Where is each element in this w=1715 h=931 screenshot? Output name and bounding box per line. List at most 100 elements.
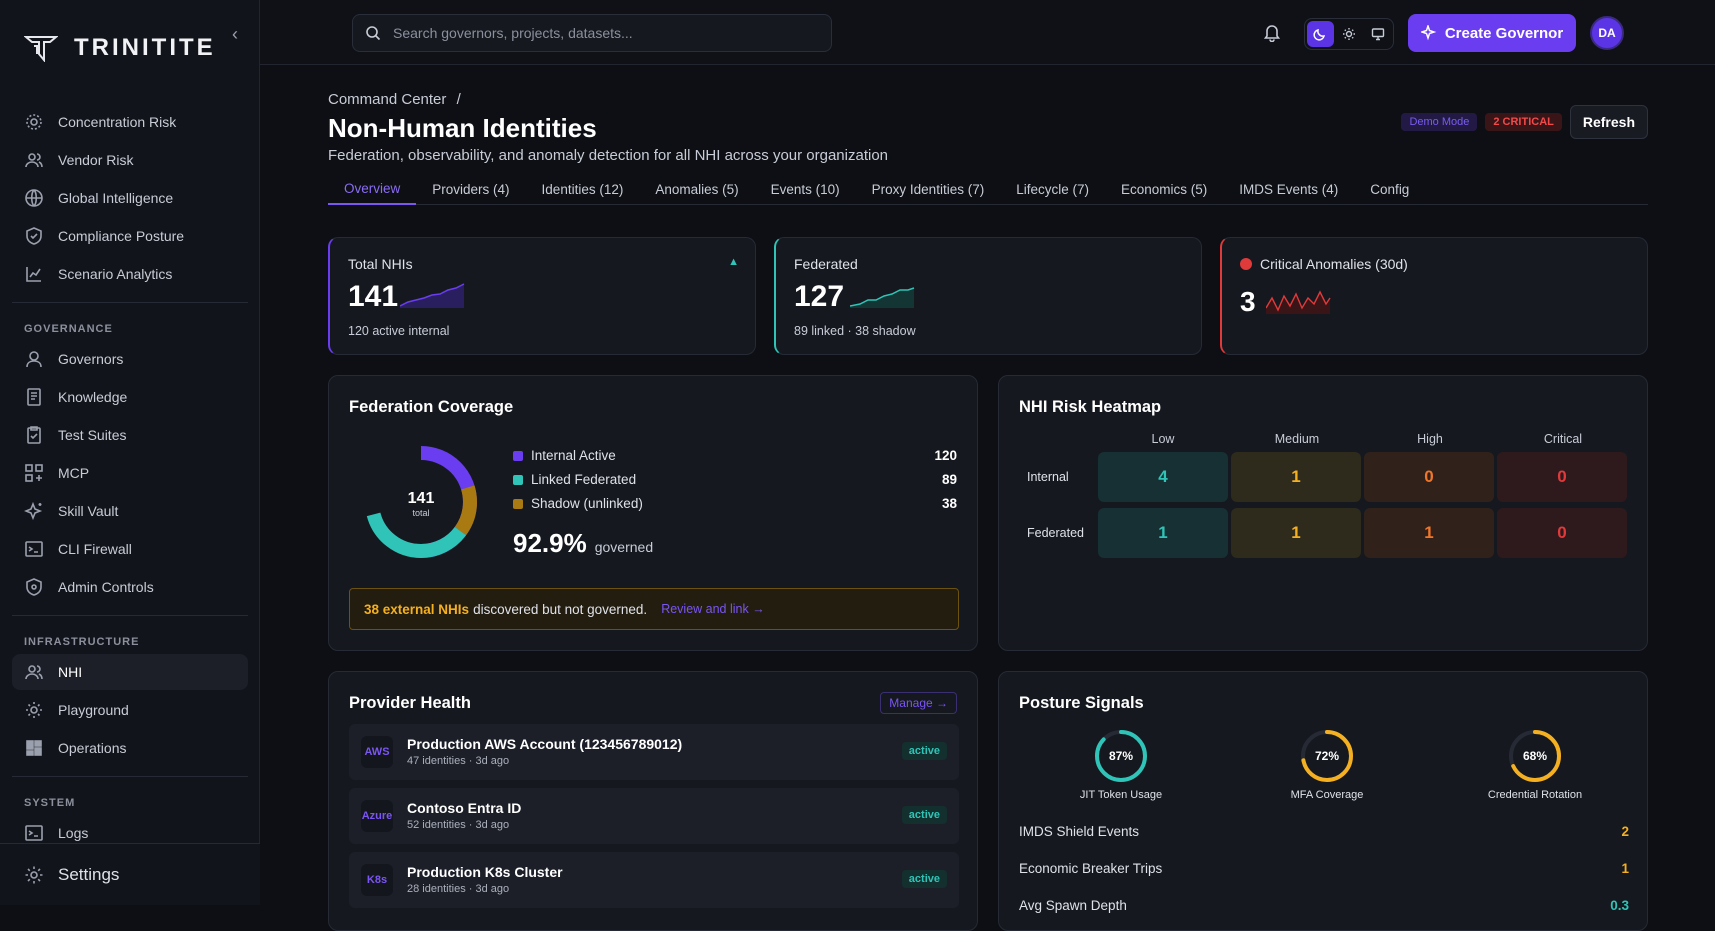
system-mode-button[interactable] [1364,21,1391,47]
target-icon [26,114,42,130]
sidebar-item-knowledge[interactable]: Knowledge [12,379,248,415]
settings-button[interactable]: Settings [0,843,260,905]
ring-label: JIT Token Usage [1079,789,1163,801]
tab-imds-events[interactable]: IMDS Events (4) [1239,181,1339,197]
logo[interactable]: TRINITITE [24,34,216,62]
alert-text: discovered but not governed. [473,601,648,617]
dark-mode-button[interactable] [1307,21,1334,47]
donut-segment-shadow [365,446,477,558]
legend-row: Internal Active 120 [513,448,957,463]
bell-icon[interactable] [1262,22,1282,42]
sidebar-item-governors[interactable]: Governors [12,341,248,377]
sidebar-item-concentration-risk[interactable]: Concentration Risk [12,104,248,140]
heatmap-cell[interactable]: 1 [1231,508,1361,558]
sidebar-item-vendor-risk[interactable]: Vendor Risk [12,142,248,178]
panel-title: Federation Coverage [349,398,514,416]
legend-swatch [513,474,523,485]
stat-value: 141 [348,280,399,313]
heatmap-cell[interactable]: 4 [1098,452,1228,502]
donut-center-value: 141 [408,490,435,507]
section-heading-infrastructure: INFRASTRUCTURE [24,636,140,648]
tab-overview[interactable]: Overview [328,173,417,205]
tab-providers[interactable]: Providers (4) [432,181,510,197]
search-input[interactable]: Search governors, projects, datasets... [352,14,832,52]
sidebar-item-playground[interactable]: Playground [12,692,248,728]
sidebar-item-mcp[interactable]: MCP [12,455,248,491]
tab-lifecycle[interactable]: Lifecycle (7) [1016,181,1089,197]
critical-dot-icon [1240,258,1252,270]
light-mode-button[interactable] [1336,21,1363,47]
theme-switcher [1304,18,1394,50]
sidebar-item-label: NHI [58,664,83,680]
trend-up-icon: ▲ [728,256,739,268]
provider-row[interactable]: AWS Production AWS Account (123456789012… [349,724,959,780]
provider-row[interactable]: K8s Production K8s Cluster 28 identities… [349,852,959,908]
tab-config[interactable]: Config [1370,181,1410,197]
tab-anomalies[interactable]: Anomalies (5) [655,181,739,197]
progress-ring: 68% [1509,730,1561,782]
refresh-button[interactable]: Refresh [1569,105,1648,139]
heatmap-cell[interactable]: 1 [1364,508,1494,558]
settings-label: Settings [58,864,120,884]
users-icon [25,665,43,680]
ring-value: 87% [1109,749,1133,763]
sidebar-item-scenario-analytics[interactable]: Scenario Analytics [12,256,248,292]
azure-icon: Azure [361,800,393,832]
sun-icon [1343,28,1355,40]
signal-label: Economic Breaker Trips [1019,861,1163,876]
signal-label: Avg Spawn Depth [1019,898,1127,913]
sidebar-item-skill-vault[interactable]: Skill Vault [12,493,248,529]
legend-swatch [513,450,523,461]
heatmap-cell[interactable]: 1 [1231,452,1361,502]
divider [12,776,248,777]
create-governor-button[interactable]: Create Governor [1408,14,1576,52]
breadcrumb-separator: / [456,91,461,108]
breadcrumb-command-center[interactable]: Command Center [328,91,447,108]
sidebar-item-nhi[interactable]: NHI [12,654,248,690]
app-name: TRINITITE [74,34,216,61]
sparkline [1266,290,1331,314]
provider-meta: 52 identities · 3d ago [407,819,510,831]
avatar[interactable]: DA [1590,16,1624,50]
status-badge: active [901,742,947,760]
heatmap-col-high: High [1417,432,1443,446]
sidebar-item-logs[interactable]: Logs [12,815,248,851]
tab-economics[interactable]: Economics (5) [1120,181,1208,197]
sidebar-item-cli-firewall[interactable]: CLI Firewall [12,531,248,567]
sidebar-item-global-intelligence[interactable]: Global Intelligence [12,180,248,216]
signal-value: 1 [1621,861,1629,876]
sidebar-item-admin-controls[interactable]: Admin Controls [12,569,248,605]
governed-label: governed [594,539,654,555]
provider-health-panel: Provider Health Manage → AWS Production … [328,671,978,931]
header-actions: Demo Mode 2 CRITICAL Refresh [1401,105,1648,139]
review-and-link[interactable]: Review and link → [661,602,765,616]
collapse-sidebar-icon[interactable]: ‹ [232,24,238,44]
provider-row[interactable]: Azure Contoso Entra ID 52 identities · 3… [349,788,959,844]
clipboard-check-icon [27,426,41,444]
sparkline [850,287,915,308]
ring-label: MFA Coverage [1290,789,1364,801]
heatmap-cell[interactable]: 0 [1364,452,1494,502]
breadcrumb: Command Center / [328,91,461,108]
manage-providers-button[interactable]: Manage → [880,692,957,714]
sidebar-item-label: MCP [58,465,90,481]
page-title: Non-Human Identities [328,113,597,143]
heatmap-cell[interactable]: 1 [1098,508,1228,558]
heatmap-cell[interactable]: 0 [1497,452,1627,502]
tab-events[interactable]: Events (10) [770,181,840,197]
tab-proxy-identities[interactable]: Proxy Identities (7) [871,181,985,197]
legend-swatch [513,498,523,509]
stat-value: 127 [794,280,845,313]
donut-center-label: total [412,508,429,518]
sidebar-item-test-suites[interactable]: Test Suites [12,417,248,453]
legend-label: Internal Active [531,448,616,463]
tab-identities[interactable]: Identities (12) [541,181,624,197]
heatmap-cell[interactable]: 0 [1497,508,1627,558]
sidebar-item-operations[interactable]: Operations [12,730,248,766]
federation-coverage-panel: Federation Coverage 141 total Internal A… [328,375,978,651]
provider-name: Contoso Entra ID [407,800,522,816]
sidebar-item-label: Skill Vault [58,503,119,519]
sidebar-item-compliance-posture[interactable]: Compliance Posture [12,218,248,254]
gear-icon [25,866,43,883]
divider [12,615,248,616]
